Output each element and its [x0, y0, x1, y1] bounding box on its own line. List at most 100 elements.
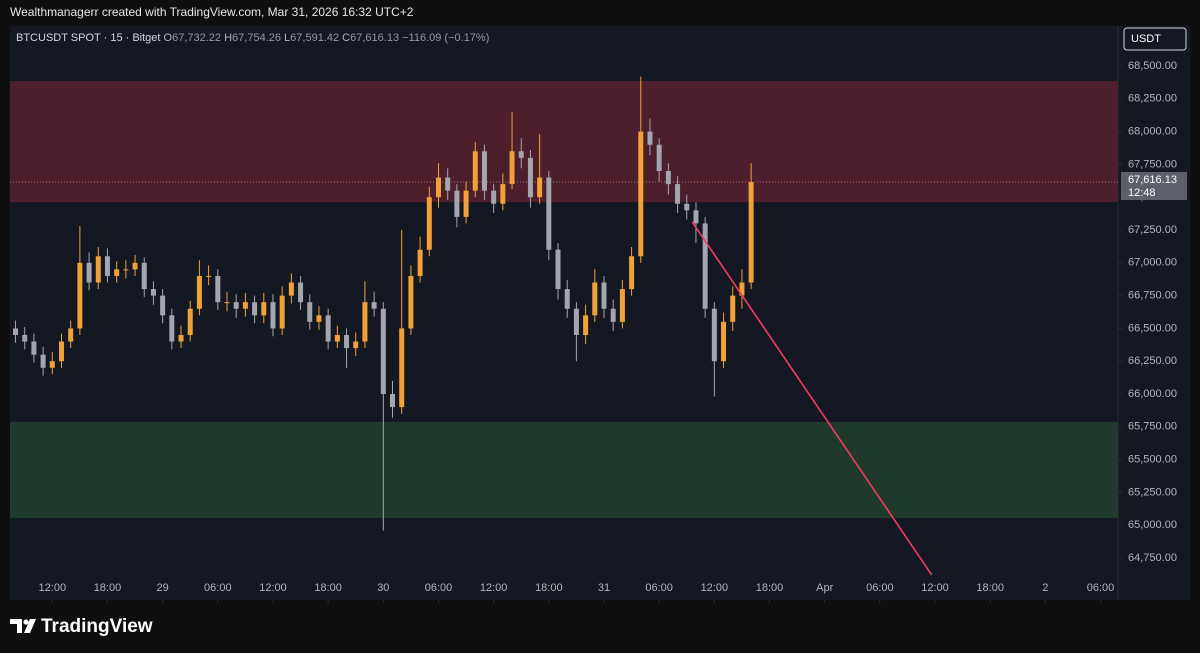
y-tick-label: 66,750.00	[1128, 290, 1177, 302]
candle-body	[114, 269, 120, 276]
x-tick-label: 12:00	[701, 582, 729, 594]
candle-body	[665, 170, 671, 185]
candle-body	[169, 315, 175, 342]
candle-body	[325, 315, 331, 342]
x-tick-label: 2	[1042, 582, 1048, 594]
candle-body	[22, 334, 28, 342]
x-tick-label: 18:00	[976, 582, 1004, 594]
candle-body	[555, 249, 561, 290]
candle-body	[619, 289, 625, 322]
candle-body	[721, 321, 727, 362]
y-tick-label: 65,500.00	[1128, 454, 1177, 466]
candle-body	[270, 302, 276, 329]
last-price-label: 67,616.13	[1128, 174, 1177, 186]
candle-body	[463, 190, 469, 217]
candle-body	[656, 144, 662, 171]
x-tick-label: 12:00	[259, 582, 287, 594]
candle-body	[399, 328, 405, 408]
candle-body	[693, 210, 699, 224]
change: −116.09 (−0.17%)	[402, 32, 489, 44]
candle-body	[206, 275, 212, 277]
ohlc-value: 67,754.26	[232, 32, 281, 44]
candle-body	[86, 262, 92, 283]
candle-body	[215, 275, 221, 303]
candle-body	[58, 341, 64, 362]
y-tick-label: 66,500.00	[1128, 322, 1177, 334]
candle-body	[224, 302, 230, 304]
x-tick-label: 12:00	[921, 582, 949, 594]
candle-body	[132, 262, 138, 270]
candle-body	[408, 275, 414, 329]
ohlc-label: O	[164, 32, 173, 44]
candle-body	[307, 302, 313, 322]
x-tick-label: 31	[598, 582, 610, 594]
x-tick-label: 06:00	[425, 582, 453, 594]
trendline	[691, 221, 933, 576]
candle-body	[583, 315, 589, 335]
candle-body	[481, 151, 487, 191]
candle-body	[610, 308, 616, 322]
candle-body	[435, 177, 441, 198]
candle-body	[592, 282, 598, 316]
candle-body	[196, 275, 202, 309]
x-tick-label: 06:00	[1087, 582, 1115, 594]
y-tick-label: 65,750.00	[1128, 421, 1177, 433]
x-tick-label: 18:00	[94, 582, 122, 594]
candle-body	[675, 184, 681, 204]
currency[interactable]: USDT	[1131, 33, 1161, 45]
candle-body	[564, 289, 570, 309]
candle-body	[491, 190, 497, 204]
candle-body	[509, 151, 515, 185]
candle-body	[445, 177, 451, 191]
candle-body	[104, 256, 110, 276]
countdown: 12:48	[1128, 187, 1156, 199]
candle-body	[298, 282, 304, 303]
ohlc-value: 67,732.22	[172, 32, 221, 44]
candle-body	[187, 308, 193, 335]
x-tick-label: Apr	[816, 582, 833, 594]
candle-body	[730, 295, 736, 322]
candle-body	[252, 302, 258, 316]
candle-body	[739, 282, 745, 296]
zone	[10, 80, 1118, 203]
brand: TradingView	[41, 616, 153, 637]
x-tick-label: 30	[377, 582, 389, 594]
y-tick-label: 66,250.00	[1128, 355, 1177, 367]
candle-body	[472, 151, 478, 191]
y-tick-label: 66,000.00	[1128, 388, 1177, 400]
y-tick-label: 68,250.00	[1128, 93, 1177, 105]
candle-body	[500, 184, 506, 204]
candle-body	[518, 151, 524, 158]
candle-body	[629, 256, 635, 290]
y-tick-label: 65,250.00	[1128, 486, 1177, 498]
candle-body	[160, 295, 166, 316]
candle-body	[748, 181, 754, 283]
legend: BTCUSDT SPOT · 15 · Bitget O67,732.22 H6…	[16, 32, 489, 44]
y-tick-label: 67,000.00	[1128, 257, 1177, 269]
candle-body	[40, 354, 46, 368]
candle-body	[371, 302, 377, 309]
candle-body	[150, 289, 156, 296]
candle-body	[390, 394, 396, 408]
candle-body	[68, 328, 74, 342]
attribution: Wealthmanagerr created with TradingView.…	[10, 5, 414, 19]
y-tick-label: 65,000.00	[1128, 519, 1177, 531]
candle-body	[13, 328, 19, 335]
candle-body	[711, 308, 717, 362]
y-tick-label: 64,750.00	[1128, 552, 1177, 564]
candle-body	[702, 223, 708, 309]
x-tick-label: 06:00	[866, 582, 894, 594]
ohlc-value: 67,591.42	[290, 32, 339, 44]
candle-body	[426, 197, 432, 250]
symbol: BTCUSDT SPOT · 15 · Bitget	[16, 32, 160, 44]
candle-body	[242, 302, 248, 309]
candle-body	[527, 157, 533, 198]
candle-body	[454, 190, 460, 217]
candle-body	[380, 308, 386, 395]
candle-body	[288, 282, 294, 296]
currency-box[interactable]	[1123, 27, 1187, 51]
candle-body	[353, 341, 359, 349]
x-tick-label: 29	[157, 582, 169, 594]
candle-body	[279, 295, 285, 329]
